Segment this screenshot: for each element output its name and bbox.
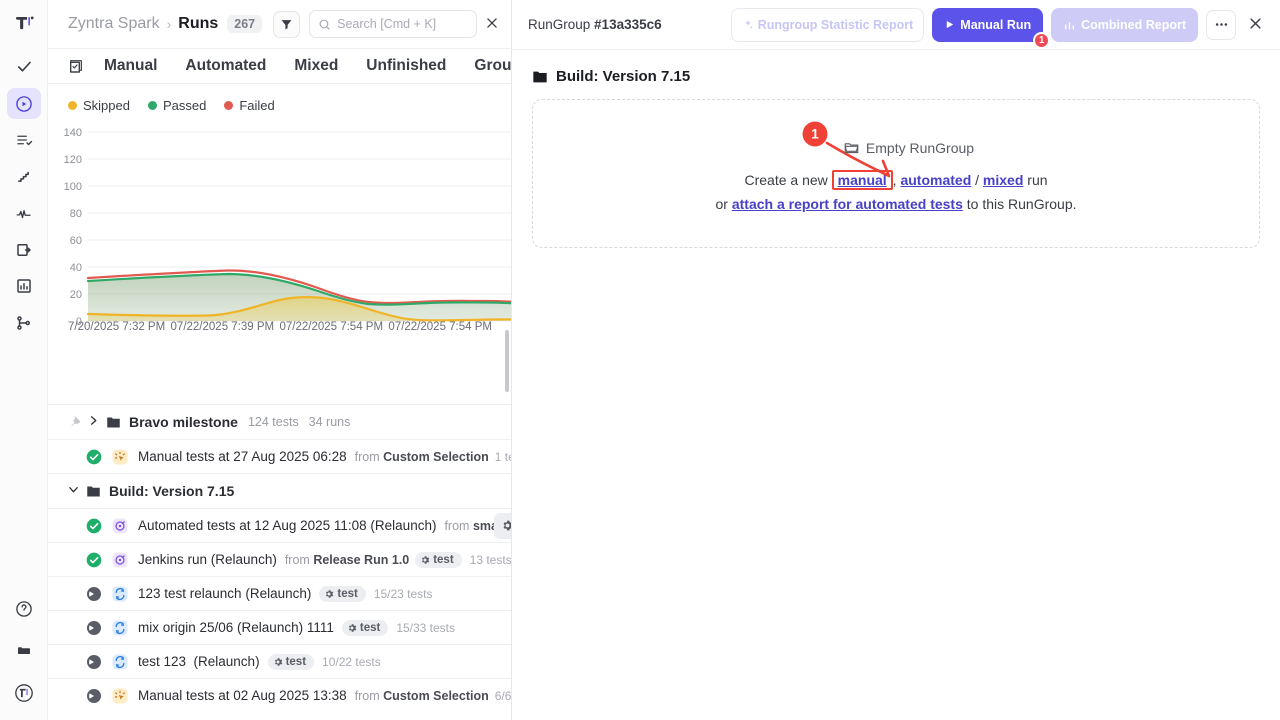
svg-text:80: 80 <box>70 208 82 220</box>
svg-text:60: 60 <box>70 235 82 247</box>
svg-text:1: 1 <box>811 127 819 142</box>
svg-text:40: 40 <box>70 262 82 274</box>
svg-text:140: 140 <box>64 127 82 139</box>
svg-text:20: 20 <box>70 289 82 301</box>
svg-text:120: 120 <box>64 154 82 166</box>
svg-text:100: 100 <box>64 181 82 193</box>
